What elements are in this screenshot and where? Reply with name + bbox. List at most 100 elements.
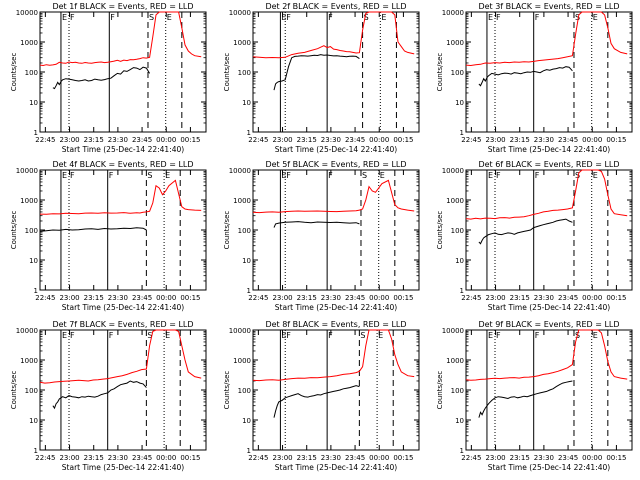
lld-series-line: [465, 169, 628, 220]
x-tick-label: 23:30: [534, 136, 554, 144]
x-axis-label: Start Time (25-Dec-14 22:41:40): [488, 303, 610, 312]
panel-title: Det 2f BLACK = Events, RED = LLD: [265, 2, 406, 11]
marker-label: S: [575, 13, 580, 22]
marker-label: E: [593, 171, 598, 180]
marker-label: F: [535, 171, 540, 180]
y-tick-label: 10000: [229, 9, 251, 17]
y-tick-label: 1000: [233, 357, 251, 365]
marker-label: F: [328, 171, 333, 180]
y-tick-label: 1000: [446, 39, 464, 47]
marker-label: F: [286, 331, 291, 340]
detector-panel-1: Det 1f BLACK = Events, RED = LLD 1 10 100 10…: [10, 2, 207, 154]
x-tick-label: 22:45: [248, 136, 268, 144]
y-tick-label: 100: [238, 69, 251, 77]
y-tick-label: 1000: [20, 357, 38, 365]
marker-label: F: [535, 331, 540, 340]
y-tick-label: 1000: [233, 39, 251, 47]
x-tick-label: 00:15: [393, 136, 413, 144]
x-tick-label: 22:45: [461, 454, 481, 462]
x-tick-label: 23:45: [345, 136, 365, 144]
y-tick-label: 1: [34, 287, 38, 295]
detector-panel-5: Det 5f BLACK = Events, RED = LLD 1 10 100 10…: [223, 160, 420, 312]
panel-frame: [465, 169, 633, 291]
x-tick-label: 00:15: [180, 136, 200, 144]
y-tick-label: 10: [29, 417, 38, 425]
marker-label: F: [328, 13, 333, 22]
x-tick-label: 23:30: [108, 136, 128, 144]
x-tick-label: 23:00: [485, 454, 505, 462]
events-series-line: [52, 380, 147, 410]
x-tick-label: 23:15: [84, 136, 104, 144]
panel-title: Det 8f BLACK = Events, RED = LLD: [265, 320, 406, 329]
panel-title: Det 4f BLACK = Events, RED = LLD: [52, 160, 193, 169]
y-tick-label: 10: [242, 417, 251, 425]
y-tick-label: 1: [460, 129, 464, 137]
marker-label: E: [593, 331, 598, 340]
detector-panel-7: Det 7f BLACK = Events, RED = LLD 1 10 100 10…: [10, 320, 207, 472]
marker-label: E: [165, 331, 170, 340]
marker-label: E: [488, 13, 493, 22]
marker-label: E: [281, 171, 286, 180]
x-tick-label: 00:00: [582, 294, 602, 302]
marker-label: E: [488, 331, 493, 340]
x-tick-label: 23:15: [84, 454, 104, 462]
y-tick-label: 10000: [229, 167, 251, 175]
marker-label: F: [109, 331, 114, 340]
y-tick-label: 100: [25, 227, 38, 235]
y-tick-label: 1: [460, 447, 464, 455]
lld-series-line: [39, 11, 202, 67]
x-tick-label: 00:00: [369, 136, 389, 144]
y-tick-label: 10000: [442, 9, 464, 17]
y-tick-label: 1: [34, 129, 38, 137]
y-tick-label: 10000: [442, 167, 464, 175]
x-tick-label: 00:15: [180, 454, 200, 462]
panel-title: Det 7f BLACK = Events, RED = LLD: [52, 320, 193, 329]
x-tick-label: 23:30: [108, 294, 128, 302]
x-tick-label: 00:00: [156, 454, 176, 462]
marker-label: F: [496, 13, 501, 22]
marker-label: F: [70, 331, 75, 340]
marker-label: S: [149, 13, 154, 22]
marker-label: F: [109, 171, 114, 180]
marker-label: F: [70, 13, 75, 22]
x-tick-label: 23:45: [558, 136, 578, 144]
events-series-line: [478, 218, 573, 245]
marker-label: E: [378, 331, 383, 340]
panel-title: Det 6f BLACK = Events, RED = LLD: [478, 160, 619, 169]
marker-label: E: [281, 331, 286, 340]
marker-label: S: [360, 331, 365, 340]
panel-title: Det 3f BLACK = Events, RED = LLD: [478, 2, 619, 11]
x-axis-label: Start Time (25-Dec-14 22:41:40): [62, 303, 184, 312]
marker-label: E: [165, 171, 170, 180]
x-tick-label: 23:30: [321, 294, 341, 302]
x-tick-label: 23:00: [272, 136, 292, 144]
x-tick-label: 23:30: [321, 136, 341, 144]
x-tick-label: 23:30: [534, 294, 554, 302]
x-tick-label: 23:00: [59, 136, 79, 144]
events-series-line: [273, 54, 360, 91]
x-tick-label: 23:15: [297, 454, 317, 462]
x-tick-label: 00:00: [582, 454, 602, 462]
x-tick-label: 22:45: [461, 136, 481, 144]
x-axis-label: Start Time (25-Dec-14 22:41:40): [488, 145, 610, 154]
panel-title: Det 9f BLACK = Events, RED = LLD: [478, 320, 619, 329]
x-tick-label: 23:15: [84, 294, 104, 302]
marker-label: F: [110, 13, 115, 22]
y-axis-label: Counts/sec: [436, 211, 444, 250]
y-tick-label: 1: [247, 129, 251, 137]
x-tick-label: 23:15: [510, 294, 530, 302]
x-tick-label: 23:00: [59, 454, 79, 462]
events-series-line: [52, 66, 151, 90]
marker-label: F: [496, 171, 501, 180]
y-tick-label: 10: [29, 99, 38, 107]
y-tick-label: 100: [238, 227, 251, 235]
marker-label: E: [381, 13, 386, 22]
y-tick-label: 1000: [446, 197, 464, 205]
x-tick-label: 23:30: [534, 454, 554, 462]
marker-label: E: [281, 13, 286, 22]
detector-panel-6: Det 6f BLACK = Events, RED = LLD 1 10 100 10…: [436, 160, 633, 312]
y-tick-label: 10: [242, 99, 251, 107]
marker-label: E: [488, 171, 493, 180]
marker-label: F: [535, 13, 540, 22]
lld-series-line: [252, 329, 415, 382]
